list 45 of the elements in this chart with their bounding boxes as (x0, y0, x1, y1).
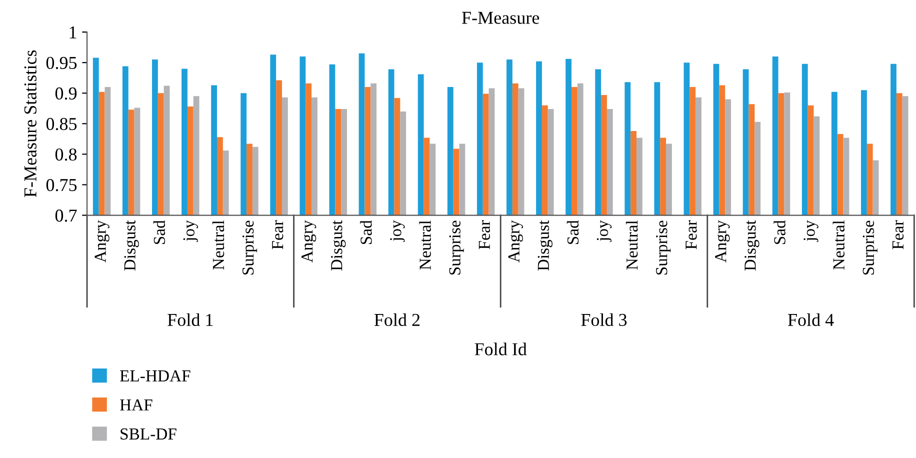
x-tick-label: Angry (94, 220, 110, 263)
x-tick-label: Disgust (331, 220, 346, 271)
x-tick-label: Neutral (832, 220, 844, 270)
x-tick-label: Sad (566, 220, 579, 244)
x-tick-label: Surprise (449, 220, 464, 275)
x-tick-label: Surprise (862, 220, 878, 275)
x-tick-label: Surprise (656, 220, 671, 275)
x-tick-label: Disgust (538, 220, 552, 271)
x-tick-label: Sad (153, 220, 166, 244)
x-tick-label: Disgust (124, 220, 139, 271)
x-tick-label: Neutral (419, 220, 431, 270)
x-tick-label: Angry (302, 220, 316, 263)
text: Fold 1 (168, 313, 213, 326)
x-tick-label: Angry (508, 220, 523, 263)
x-tick-label: joy (804, 220, 818, 242)
y-tick-label: 0.8 (55, 148, 77, 161)
x-tick-label: joy (596, 220, 612, 242)
x-tick-label: Angry (715, 220, 730, 263)
x-tick-label: Fear (272, 220, 284, 250)
legend-label: HAF (120, 399, 152, 410)
y-tick-label: 0.95 (46, 56, 77, 70)
y-axis-title: F-Measure Statistics (24, 50, 36, 198)
x-tick-label: Neutral (626, 220, 638, 270)
y-tick-label: 0.75 (46, 178, 77, 192)
legend-label: EL-HDAF (120, 370, 190, 382)
x-tick-label: joy (390, 220, 405, 242)
text: Fold 3 (581, 313, 627, 326)
text: Fold 4 (788, 313, 834, 326)
y-tick-label: 0.9 (55, 87, 77, 100)
y-tick-label: 0.7 (55, 210, 77, 222)
y-tick-label: 1 (70, 26, 76, 38)
x-tick-label: Neutral (212, 220, 224, 270)
legend-label: SBL-DF (120, 428, 176, 440)
x-axis-title: Fold Id (474, 342, 527, 356)
chart-title: F-Measure (462, 12, 540, 24)
x-tick-label: Sad (774, 220, 786, 244)
x-tick-label: Fear (478, 220, 490, 250)
x-tick-label: Fear (686, 220, 697, 250)
x-tick-label: Surprise (242, 220, 258, 275)
text: Fold 2 (374, 313, 420, 326)
y-tick-label: 0.85 (46, 118, 77, 130)
x-tick-label: Sad (360, 220, 372, 244)
x-tick-label: joy (183, 220, 198, 242)
x-tick-label: Disgust (744, 220, 760, 271)
x-tick-label: Fear (892, 220, 904, 250)
